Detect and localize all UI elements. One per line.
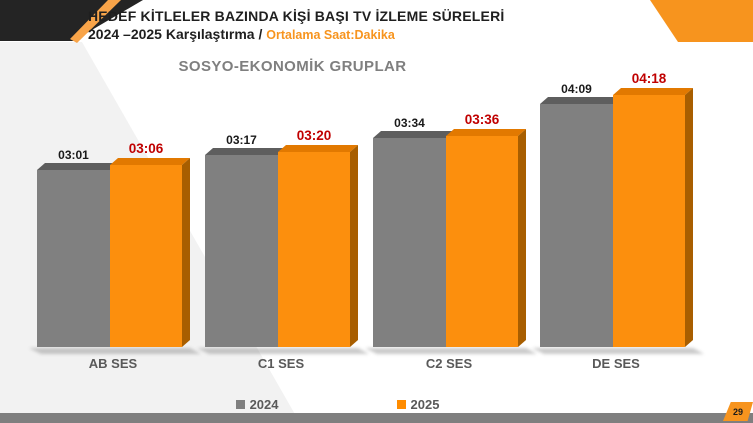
bar-2024-AB SES xyxy=(37,170,110,347)
legend-label-2025: 2025 xyxy=(410,397,440,412)
bar-top-2025-AB SES xyxy=(110,158,190,165)
category-label-C2 SES: C2 SES xyxy=(426,356,473,371)
slide-title-line1: HEDEF KİTLELER BAZINDA KİŞİ BAŞI TV İZLE… xyxy=(88,8,505,24)
corner-accent-top-left-orange-stripe xyxy=(70,0,121,43)
category-label-C1 SES: C1 SES xyxy=(258,356,305,371)
bar-2024-DE SES xyxy=(540,104,613,347)
title-compare-text: 2024 –2025 Karşılaştırma / xyxy=(88,26,267,42)
bar-top-2025-C2 SES xyxy=(446,129,526,136)
value-label-2025-C2 SES: 03:36 xyxy=(465,112,500,127)
bar-top-2024-C1 SES xyxy=(205,148,286,155)
shadow-DE SES xyxy=(532,348,704,354)
legend-item-2024: 2024 xyxy=(235,397,279,412)
chart-subtitle: SOSYO-EKONOMİK GRUPLAR xyxy=(178,58,407,75)
legend-swatch-2024-icon xyxy=(235,400,245,409)
bar-top-2025-DE SES xyxy=(613,88,693,95)
bar-2024-C1 SES xyxy=(205,155,278,347)
bar-side-2025-C2 SES xyxy=(518,129,526,347)
shadow-C2 SES xyxy=(365,348,537,354)
shadow-AB SES xyxy=(29,348,201,354)
bar-top-2024-AB SES xyxy=(37,163,118,170)
value-label-2024-C2 SES: 03:34 xyxy=(394,116,425,130)
bar-side-2025-DE SES xyxy=(685,88,693,347)
legend-swatch-2025-icon xyxy=(396,400,406,409)
bar-top-2024-C2 SES xyxy=(373,131,454,138)
chart-legend: 2024 2025 xyxy=(0,397,714,412)
bar-2025-C2 SES xyxy=(446,136,518,347)
value-label-2025-AB SES: 03:06 xyxy=(129,141,164,156)
legend-label-2024: 2024 xyxy=(249,397,279,412)
category-label-DE SES: DE SES xyxy=(592,356,640,371)
bar-top-2024-DE SES xyxy=(540,97,621,104)
bar-side-2025-AB SES xyxy=(182,158,190,347)
bar-2024-C2 SES xyxy=(373,138,446,347)
bar-side-2025-C1 SES xyxy=(350,145,358,347)
slide-title-line2: 2024 –2025 Karşılaştırma / Ortalama Saat… xyxy=(88,26,395,42)
bottom-bar xyxy=(0,413,753,423)
value-label-2025-DE SES: 04:18 xyxy=(632,71,667,86)
bar-2025-AB SES xyxy=(110,165,182,347)
value-label-2024-AB SES: 03:01 xyxy=(58,148,89,162)
bar-2025-C1 SES xyxy=(278,152,350,347)
shadow-C1 SES xyxy=(197,348,369,354)
legend-item-2025: 2025 xyxy=(396,397,440,412)
value-label-2025-C1 SES: 03:20 xyxy=(297,128,332,143)
bar-top-2025-C1 SES xyxy=(278,145,358,152)
bar-2025-DE SES xyxy=(613,95,685,347)
value-label-2024-C1 SES: 03:17 xyxy=(226,133,257,147)
title-unit-text: Ortalama Saat:Dakika xyxy=(266,28,395,42)
bars-group: 03:01 03:06 AB SES 03:17 03:20 C1 SES 03:34 03:… xyxy=(29,71,704,371)
value-label-2024-DE SES: 04:09 xyxy=(561,82,592,96)
page-number-tab: 29 xyxy=(723,402,753,421)
category-label-AB SES: AB SES xyxy=(89,356,138,371)
corner-accent-top-right-orange xyxy=(650,0,753,42)
